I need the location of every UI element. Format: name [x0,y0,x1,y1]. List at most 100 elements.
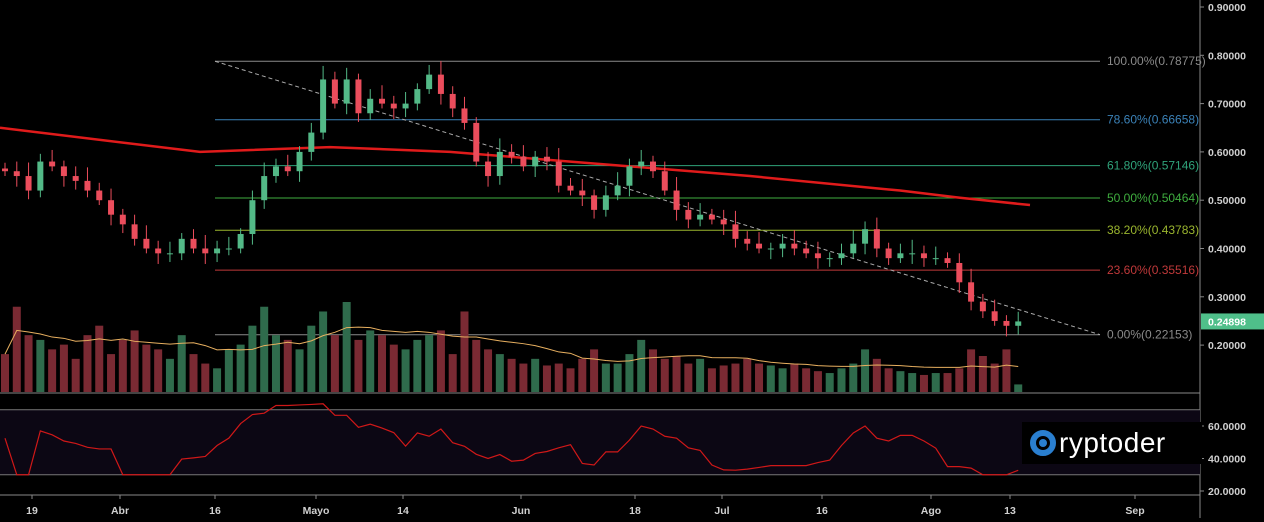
candle-body [814,253,821,259]
candle-body [720,219,727,225]
volume-bar [307,325,316,392]
time-tick-label: 13 [1004,505,1016,517]
candle-body [202,248,209,254]
candle-body [485,161,492,177]
time-tick-label: Abr [111,505,129,517]
volume-bar [507,358,516,392]
candle-body [638,161,645,167]
volume-bar [472,339,481,392]
volume-bar [931,373,940,392]
volume-bar [719,365,728,392]
volume-bar [637,339,646,392]
candle-body [296,151,303,172]
candle-body [897,253,904,259]
candle-body [744,238,751,244]
candle-body [237,234,244,249]
candle-body [1015,321,1022,326]
volume-bar [460,311,469,392]
candle-body [426,74,433,90]
volume-bar [554,363,563,392]
volume-bar [36,339,45,392]
fib-level-label: 0.00%(0.22153) [1107,328,1192,342]
candle-body [708,214,715,220]
price-tick-label: 0.70000 [1208,99,1246,111]
candle-body [508,151,515,157]
volume-bar [696,358,705,392]
volume-bar [401,349,410,392]
volume-bar [849,363,858,392]
price-tick-label: 0.90000 [1208,2,1246,14]
volume-ma-line [4,326,1019,368]
volume-bar [271,335,280,392]
candle-body [131,224,138,239]
price-tick-label: 0.50000 [1208,195,1246,207]
volume-bar [613,363,622,392]
volume-bar [1,354,9,392]
volume-bar [177,335,186,392]
candle-body [155,248,162,254]
candle-body [649,161,656,172]
fib-level-label: 61.80%(0.57146) [1107,159,1199,173]
volume-bar [213,368,222,392]
candle-body [920,253,927,259]
candle-body [1003,320,1010,326]
candle-body [414,89,421,104]
volume-bar [884,368,893,392]
price-tick-label: 0.30000 [1208,292,1246,304]
candle-body [826,258,833,260]
candle-body [84,180,91,191]
volume-bar [672,356,681,392]
volume-bar [1002,349,1011,392]
candle-body [767,248,774,250]
volume-bar [660,358,669,392]
candle-body [166,253,173,255]
price-tick-label: 0.60000 [1208,147,1246,159]
candle-body [791,243,798,249]
candle-body [873,229,880,249]
fib-level-label: 78.60%(0.66658) [1107,113,1199,127]
candle-body [944,258,951,263]
volume-bar [919,374,928,392]
candle-body [496,151,503,177]
candle-body [379,98,386,104]
candle-body [272,166,279,177]
candle-body [2,168,8,172]
candle-body [72,176,79,181]
cryptoder-logo: ryptoder [1022,422,1202,464]
price-tick-label: 0.40000 [1208,244,1246,256]
current-price-tag [1201,313,1264,330]
candle-body [402,103,409,109]
rsi-line [4,403,1019,476]
candle-body [602,195,609,210]
volume-bar [130,330,139,392]
fib-level-label: 23.60%(0.35516) [1107,263,1199,277]
volume-bar [790,363,799,392]
candle-body [850,243,857,254]
volume-bar [295,349,304,392]
time-tick-label: 16 [209,505,221,517]
volume-bar [707,368,716,392]
candle-body [614,185,621,196]
volume-bar [283,339,292,392]
time-tick-label: Sep [1125,505,1144,517]
volume-bar [12,306,21,392]
volume-bar [354,339,363,392]
volume-bar [366,330,375,392]
volume-bar [978,356,987,392]
current-price-label: 0.24898 [1208,316,1246,328]
volume-bar [107,354,116,392]
candle-body [249,200,256,235]
candle-body [661,171,668,191]
candle-body [13,171,20,177]
candle-body [555,161,562,186]
volume-bar [319,311,328,392]
volume-bar [837,368,846,392]
volume-bar [48,349,57,392]
volume-bar [531,358,540,392]
logo-text: ryptoder [1059,427,1166,458]
candle-body [732,224,739,239]
candle-body [685,209,692,220]
candle-body [331,79,338,104]
volume-bar [142,344,151,392]
